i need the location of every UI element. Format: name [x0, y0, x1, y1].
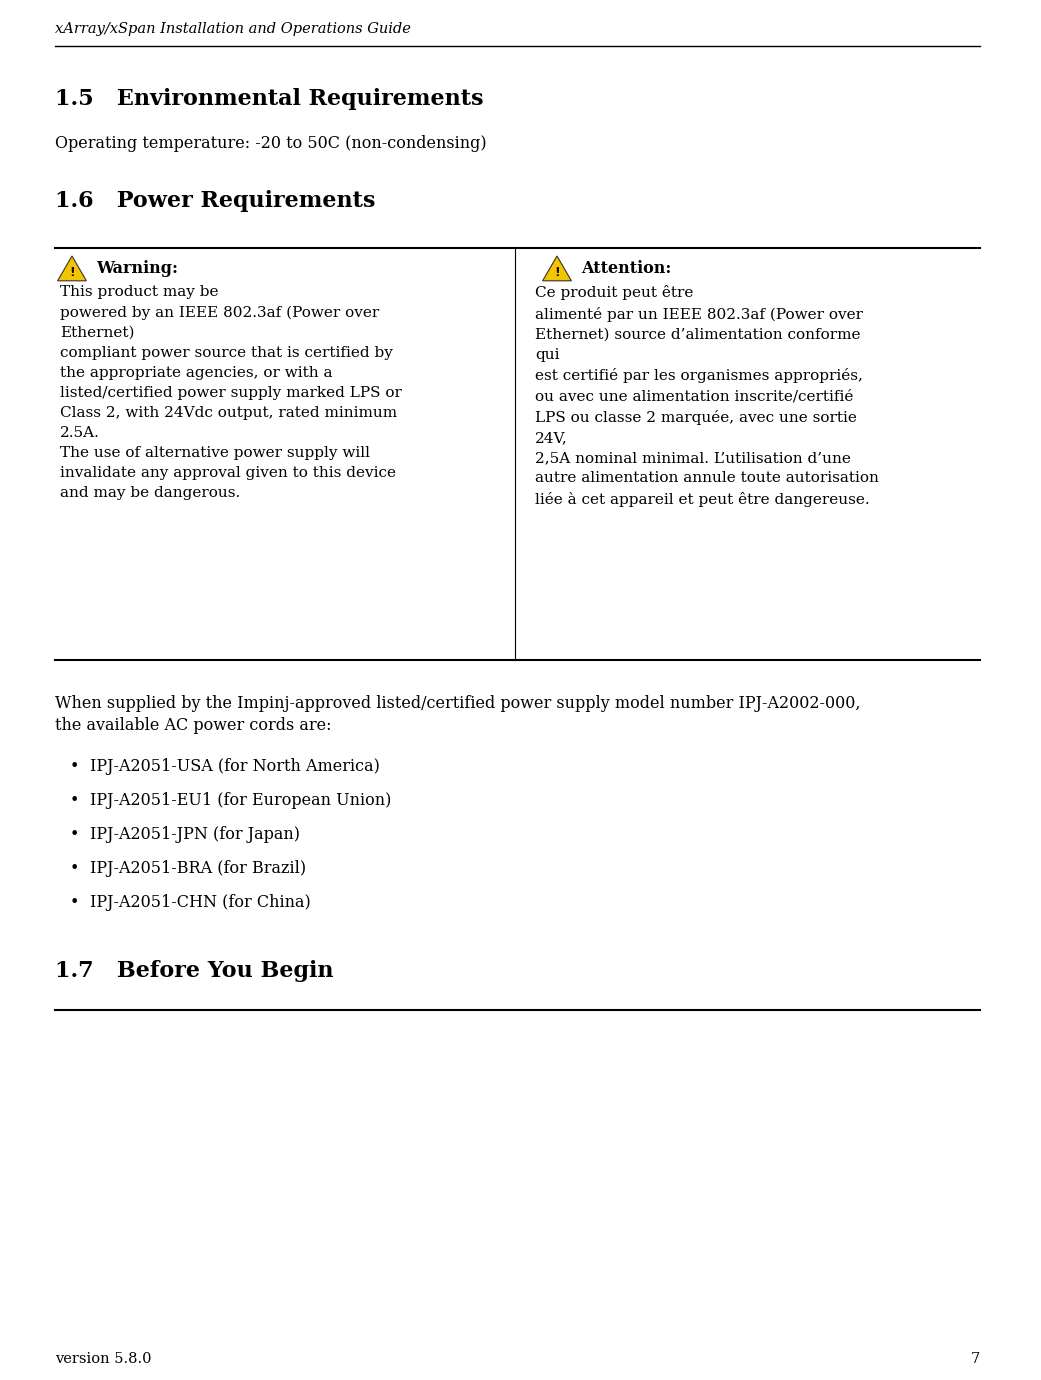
- Text: !: !: [69, 266, 75, 279]
- Text: IPJ-A2051-USA (for North America): IPJ-A2051-USA (for North America): [90, 758, 380, 776]
- Text: 1.7   Before You Begin: 1.7 Before You Begin: [55, 960, 333, 983]
- Polygon shape: [57, 257, 86, 280]
- Text: Attention:: Attention:: [581, 259, 671, 277]
- Text: !: !: [554, 266, 560, 279]
- Text: •: •: [70, 827, 79, 843]
- Text: 1.6   Power Requirements: 1.6 Power Requirements: [55, 190, 376, 213]
- Text: version 5.8.0: version 5.8.0: [55, 1352, 152, 1366]
- Text: 1.5   Environmental Requirements: 1.5 Environmental Requirements: [55, 88, 483, 110]
- Text: IPJ-A2051-BRA (for Brazil): IPJ-A2051-BRA (for Brazil): [90, 860, 306, 878]
- Text: This product may be
powered by an IEEE 802.3af (Power over
Ethernet)
compliant p: This product may be powered by an IEEE 8…: [60, 286, 402, 500]
- Text: xArray/xSpan Installation and Operations Guide: xArray/xSpan Installation and Operations…: [55, 22, 411, 36]
- Text: When supplied by the Impinj-approved listed/certified power supply model number : When supplied by the Impinj-approved lis…: [55, 696, 861, 734]
- Text: •: •: [70, 894, 79, 911]
- Text: •: •: [70, 758, 79, 776]
- Text: 7: 7: [971, 1352, 980, 1366]
- Text: Warning:: Warning:: [96, 259, 178, 277]
- Text: •: •: [70, 792, 79, 809]
- Text: •: •: [70, 860, 79, 878]
- Text: Operating temperature: -20 to 50C (non-condensing): Operating temperature: -20 to 50C (non-c…: [55, 135, 486, 152]
- Polygon shape: [542, 257, 572, 280]
- Text: IPJ-A2051-CHN (for China): IPJ-A2051-CHN (for China): [90, 894, 311, 911]
- Text: Ce produit peut être
alimenté par un IEEE 802.3af (Power over
Ethernet) source d: Ce produit peut être alimenté par un IEE…: [535, 286, 879, 506]
- Text: IPJ-A2051-EU1 (for European Union): IPJ-A2051-EU1 (for European Union): [90, 792, 391, 809]
- Text: IPJ-A2051-JPN (for Japan): IPJ-A2051-JPN (for Japan): [90, 827, 300, 843]
